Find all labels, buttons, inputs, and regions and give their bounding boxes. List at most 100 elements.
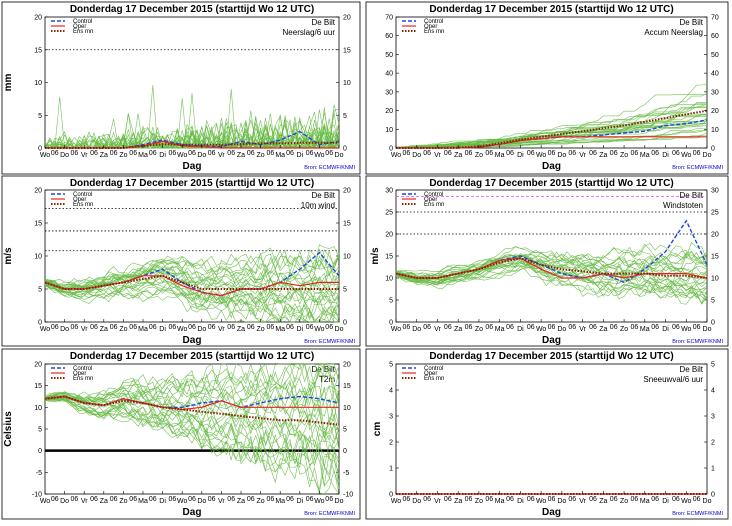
y-tick-label-left: 4	[389, 388, 393, 395]
x-hour-label: 06	[227, 150, 235, 157]
panel-frame	[365, 348, 729, 520]
x-hour-label: 06	[208, 150, 216, 157]
legend-entry: Oper	[73, 24, 86, 30]
x-tick-label: Ma	[495, 498, 505, 505]
x-hour-label: 06	[548, 496, 556, 503]
ensemble-member-line	[44, 396, 340, 495]
x-tick-label: Do	[60, 326, 69, 333]
legend-entry: Ens mn	[73, 202, 93, 208]
x-hour-label: 06	[651, 150, 659, 157]
legend-entry: Ens mn	[424, 202, 444, 208]
variable-label: Sneeuwval/6 uur	[643, 375, 703, 384]
x-tick-label: Vr	[434, 326, 441, 333]
variable-label: T2m	[319, 375, 335, 384]
x-tick-label: Wo	[681, 498, 691, 505]
y-tick-label-right: 20	[711, 232, 719, 239]
ensemble-member-line	[44, 396, 340, 491]
source-label: Bron: ECMWF/KNMI	[672, 165, 723, 171]
y-tick-label-right: 70	[711, 15, 719, 22]
x-tick-label: Do	[197, 498, 206, 505]
x-tick-label: Za	[100, 498, 108, 505]
ensemble-member-line	[44, 396, 340, 456]
y-tick-label-left: 10	[385, 127, 393, 134]
y-tick-label-left: 5	[38, 287, 42, 294]
ensemble-member-line	[44, 244, 340, 287]
chart-panel-6: Donderdag 17 December 2015 (starttijd Wo…	[365, 348, 729, 520]
x-hour-label: 06	[267, 150, 275, 157]
x-tick-label: Zo	[119, 498, 127, 505]
ensemble-member-line	[44, 280, 340, 323]
y-tick-label-left: 50	[385, 52, 393, 59]
x-tick-label: Za	[599, 152, 607, 159]
x-tick-label: Vr	[218, 326, 225, 333]
ensemble-member-line	[395, 266, 708, 302]
x-tick-label: Di	[662, 152, 669, 159]
y-tick-label-right: 60	[711, 33, 719, 40]
chart-panel-1: Donderdag 17 December 2015 (starttijd Wo…	[1, 1, 361, 175]
y-tick-label-left: 20	[34, 188, 42, 195]
x-hour-label: 06	[631, 496, 639, 503]
y-tick-label-right: 25	[711, 210, 719, 217]
x-tick-label: Di	[517, 152, 524, 159]
x-tick-label: Zo	[119, 152, 127, 159]
ensemble-member-line	[395, 266, 708, 305]
y-axis-label: m/s	[3, 247, 14, 265]
x-hour-label: 06	[129, 324, 137, 331]
y-tick-label-right: 20	[343, 362, 351, 369]
x-hour-label: 06	[149, 150, 157, 157]
y-tick-label-left: 0	[389, 146, 393, 153]
source-label: Bron: ECMWF/KNMI	[304, 339, 355, 345]
ensemble-member-line	[44, 247, 340, 289]
y-tick-label-left: 20	[385, 108, 393, 115]
ensemble-member-line	[44, 280, 340, 323]
y-tick-label-left: 5	[38, 427, 42, 434]
legend-entry: Oper	[73, 197, 86, 203]
series-line-ens-mn	[44, 274, 339, 290]
x-hour-label: 06	[568, 324, 576, 331]
ensemble-member-line	[395, 252, 708, 278]
x-hour-label: 06	[208, 496, 216, 503]
y-tick-label-right: 0	[711, 492, 715, 499]
y-axis-label: mm	[3, 74, 14, 92]
ensemble-member-line	[396, 104, 708, 149]
x-tick-label: Do	[703, 326, 712, 333]
ensemble-member-line	[44, 277, 340, 322]
x-hour-label: 06	[286, 324, 294, 331]
x-tick-label: Wo	[681, 152, 691, 159]
y-tick-label-left: 1	[389, 466, 393, 473]
x-tick-label: Do	[557, 498, 566, 505]
y-tick-label-right: 20	[343, 188, 351, 195]
y-tick-label-left: 0	[389, 492, 393, 499]
series-line-ens-mn	[45, 141, 339, 149]
legend-entry: Control	[424, 19, 443, 25]
x-tick-label: Do	[557, 152, 566, 159]
x-tick-label: Do	[335, 326, 344, 333]
x-hour-label: 06	[149, 324, 157, 331]
ensemble-member-line	[44, 249, 340, 294]
x-tick-label: Ma	[275, 326, 285, 333]
ensemble-member-line	[44, 380, 340, 415]
legend-entry: Oper	[73, 371, 86, 377]
x-tick-label: Di	[296, 498, 303, 505]
source-label: Bron: ECMWF/KNMI	[672, 339, 723, 345]
x-tick-label: Di	[662, 498, 669, 505]
x-hour-label: 06	[610, 324, 618, 331]
y-tick-label-left: 15	[34, 383, 42, 390]
x-hour-label: 06	[402, 150, 410, 157]
x-tick-label: Za	[100, 326, 108, 333]
x-tick-label: Do	[412, 326, 421, 333]
x-tick-label: Zo	[119, 326, 127, 333]
x-tick-label: Vr	[81, 152, 88, 159]
x-tick-label: Do	[335, 152, 344, 159]
x-tick-label: Za	[454, 326, 462, 333]
panel-frame	[365, 1, 729, 175]
x-hour-label: 06	[465, 324, 473, 331]
x-tick-label: Wo	[536, 498, 546, 505]
ensemble-member-line	[45, 119, 340, 150]
y-tick-label-right: 0	[711, 320, 715, 327]
x-hour-label: 06	[444, 324, 452, 331]
x-tick-label: Wo	[391, 498, 401, 505]
x-tick-label: Wo	[681, 326, 691, 333]
